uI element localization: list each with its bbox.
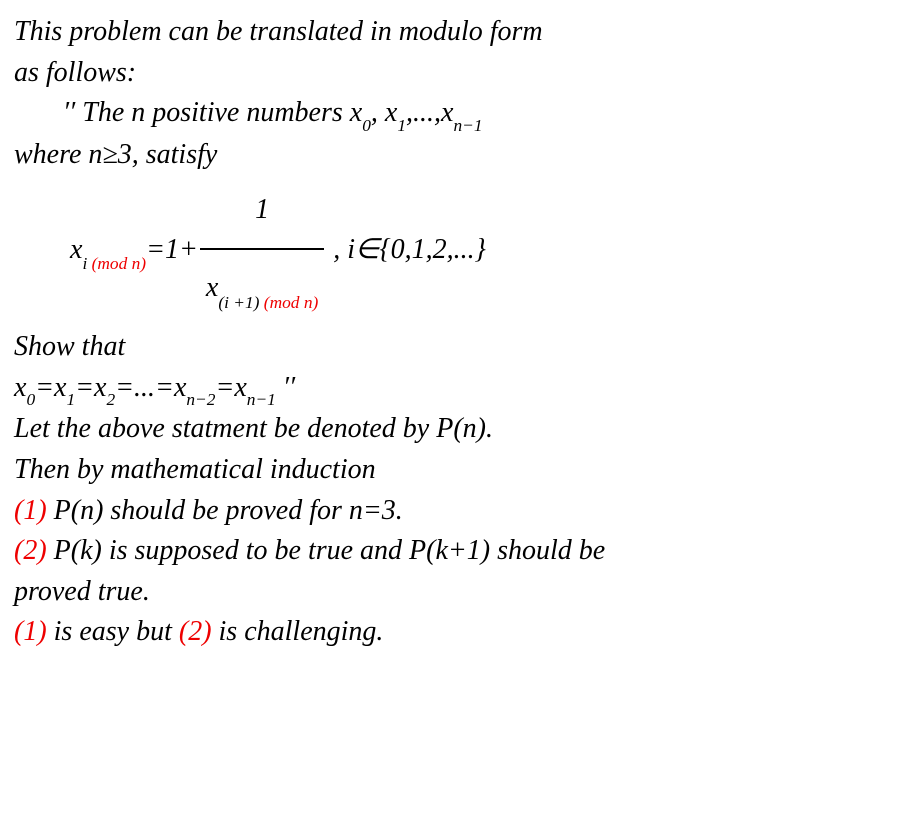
sub-i: i xyxy=(82,254,91,273)
conclusion-line: (1) is easy but (2) is challenging. xyxy=(14,612,906,653)
subscript-1: 1 xyxy=(397,116,406,135)
step-2-line: (2) P(k) is supposed to be true and P(k+… xyxy=(14,531,906,572)
sub-2: 2 xyxy=(106,390,115,409)
sub-mod-n-den: (mod n) xyxy=(264,293,318,312)
problem-intro-line-2: as follows: xyxy=(14,53,906,94)
problem-intro-line-1: This problem can be translated in modulo… xyxy=(14,12,906,53)
ref-2: (2) xyxy=(179,616,212,647)
conclusion-mid-1: is easy but xyxy=(47,616,179,647)
text-segment: ,...,x xyxy=(406,97,453,128)
fraction: 1 x(i +1) (mod n) xyxy=(200,174,324,326)
induction-intro-line: Then by mathematical induction xyxy=(14,450,906,491)
step-1-line: (1) P(n) should be proved for n=3. xyxy=(14,491,906,532)
sub-1: 1 xyxy=(66,390,75,409)
eq-domain: , i∈{0,1,2,...} xyxy=(326,234,486,265)
where-clause: where n≥3, satisfy xyxy=(14,135,906,176)
eq-x: =x xyxy=(75,372,106,403)
let-statement-line: Let the above statment be denoted by P(n… xyxy=(14,409,906,450)
conclusion-mid-2: is challenging. xyxy=(212,616,384,647)
ref-1: (1) xyxy=(14,616,47,647)
closing-quotes: ′′ xyxy=(276,372,295,403)
equality-chain-line: x0=x1=x2=...=xn−2=xn−1 ′′ xyxy=(14,368,906,410)
eq-x: =x xyxy=(35,372,66,403)
proved-true-line: proved true. xyxy=(14,572,906,613)
step-1-label: (1) xyxy=(14,495,47,526)
sub-n-minus-2: n−2 xyxy=(186,390,215,409)
den-x: x xyxy=(206,272,218,303)
subscript-n-minus-1: n−1 xyxy=(453,116,482,135)
sub-i-plus-1: (i +1) xyxy=(218,293,263,312)
den-subscript: (i +1) (mod n) xyxy=(218,293,318,312)
subscript-0: 0 xyxy=(362,116,371,135)
show-that-line: Show that xyxy=(14,327,906,368)
eq-equals-one-plus: =1+ xyxy=(146,234,198,265)
indent: x xyxy=(14,372,26,403)
sequence-definition-line: ′′ The n positive numbers x0, x1,...,xn−… xyxy=(14,93,906,135)
equation-line: xi (mod n)=1+ 1 x(i +1) (mod n) , i∈{0,1… xyxy=(14,176,906,328)
step-2-text: P(k) is supposed to be true and P(k+1) s… xyxy=(47,535,606,566)
sub-n-minus-1: n−1 xyxy=(247,390,276,409)
fraction-denominator: x(i +1) (mod n) xyxy=(200,248,324,325)
eq-dots-x: =...=x xyxy=(115,372,186,403)
fraction-numerator: 1 xyxy=(200,174,324,249)
eq-lhs-x: x xyxy=(70,234,82,265)
step-1-text: P(n) should be proved for n=3. xyxy=(47,495,403,526)
sub-mod-n: (mod n) xyxy=(92,254,146,273)
sub-0: 0 xyxy=(26,390,35,409)
text-segment: , x xyxy=(371,97,397,128)
step-2-label: (2) xyxy=(14,535,47,566)
text-segment: ′′ The n positive numbers x xyxy=(63,97,362,128)
eq-lhs-subscript: i (mod n) xyxy=(82,254,146,273)
eq-x: =x xyxy=(215,372,246,403)
